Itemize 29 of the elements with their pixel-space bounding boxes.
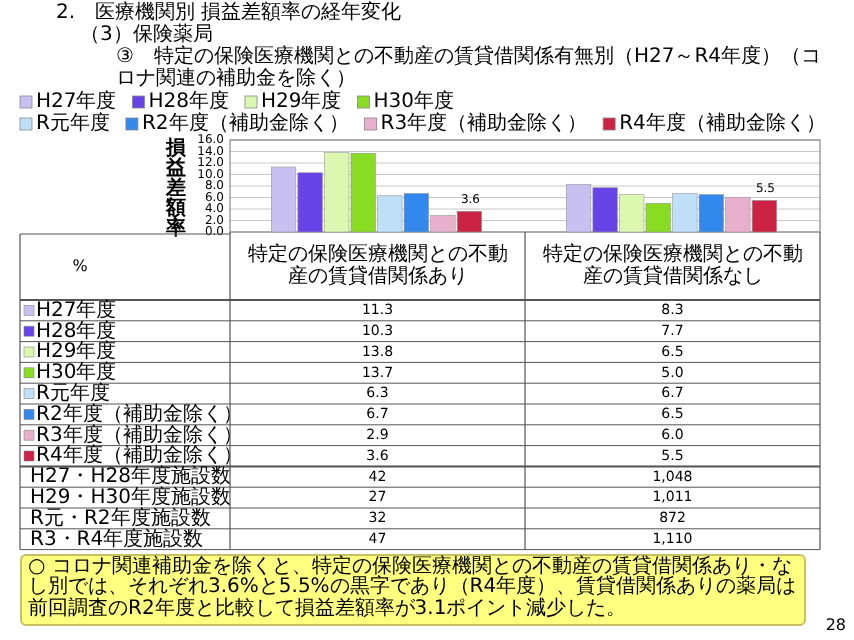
x-tick-label: 特定の保険医療機関との不動産の賃貸借関係あり [245, 244, 510, 288]
text: H29年度 [36, 341, 117, 364]
text: H30年度 [36, 362, 117, 385]
x-tick-label: 特定の保険医療機関との不動産の賃貸借関係なし [540, 244, 805, 288]
legend-label: H29年度 [261, 89, 342, 114]
text: H28年度 [36, 320, 117, 343]
text: R4年度（補助金除く） [36, 445, 243, 468]
legend-label: R元年度 [36, 111, 110, 136]
text: H27・H28年度施設数 [30, 464, 231, 489]
legend-label: R4年度（補助金除く） [619, 111, 826, 136]
legend-label: H27年度 [36, 89, 117, 114]
text: % [72, 257, 89, 276]
text: R3年度（補助金除く） [36, 424, 243, 447]
text: ③ 特定の保険医療機関との不動産の賃貸借関係有無別（H27～R4年度）（コロナ関連の補助金を除く） [116, 46, 824, 90]
text: H27年度 [36, 299, 117, 322]
chart-title: 2. 医療機関別 損益差額率の経年変化 [56, 2, 402, 24]
legend-label: R3年度（補助金除く） [380, 111, 588, 136]
text: R2年度（補助金除く） [36, 403, 243, 426]
chart-subtitle: （3）保険薬局 [80, 24, 213, 46]
text: 28 [825, 616, 846, 635]
legend-label: H28年度 [148, 89, 229, 114]
legend-label: H30年度 [373, 89, 454, 114]
text: R元・R2年度施設数 [30, 505, 211, 530]
text: H29・H30年度施設数 [30, 485, 231, 510]
text: R3・R4年度施設数 [30, 526, 204, 551]
y-axis-title: 損益差額率 [164, 135, 186, 240]
text: R元年度 [36, 383, 110, 406]
legend-label: R2年度（補助金除く） [141, 111, 349, 136]
text: ○ コロナ関連補助金を除くと、特定の保険医療機関との不動産の賃貸借関係あり・なし別では、それぞれ3.6%と5.5%の黒字であり（R4年度）、賃貸借関係ありの薬局は前回調査のR2年度と比較して損益差額率が3.1ポイント減少した。 [20, 553, 806, 626]
